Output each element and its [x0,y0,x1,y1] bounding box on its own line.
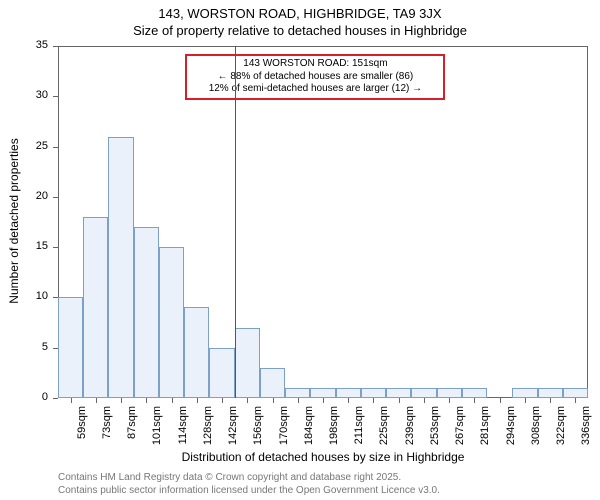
histogram-bar [462,388,487,398]
y-tick-label: 15 [0,240,48,252]
histogram-bar [310,388,335,398]
histogram-bar [336,388,361,398]
x-tick-mark [525,398,526,403]
annotation-line-2: ← 88% of detached houses are smaller (86… [191,71,439,84]
histogram-bar [285,388,310,398]
y-tick-label: 25 [0,140,48,152]
x-tick-mark [449,398,450,403]
x-tick-mark [146,398,147,403]
histogram-bar [184,307,209,398]
x-tick-mark [424,398,425,403]
x-tick-mark [298,398,299,403]
chart-container: 143, WORSTON ROAD, HIGHBRIDGE, TA9 3JX S… [0,0,600,500]
x-tick-mark [474,398,475,403]
x-tick-label: 211sqm [353,406,365,456]
histogram-bar [108,137,133,398]
x-tick-mark [399,398,400,403]
x-tick-label: 322sqm [555,406,567,456]
histogram-bar [134,227,159,398]
x-tick-mark [373,398,374,403]
x-tick-label: 225sqm [378,406,390,456]
x-tick-label: 281sqm [479,406,491,456]
histogram-bar [83,217,108,398]
x-tick-mark [121,398,122,403]
y-tick-label: 0 [0,391,48,403]
y-tick-label: 30 [0,89,48,101]
histogram-bar [235,328,260,398]
histogram-bar [512,388,537,398]
x-tick-mark [348,398,349,403]
y-tick-label: 20 [0,190,48,202]
x-tick-label: 87sqm [126,406,138,456]
y-tick-mark [53,96,58,97]
x-tick-mark [71,398,72,403]
y-tick-label: 10 [0,290,48,302]
x-tick-label: 253sqm [429,406,441,456]
x-tick-mark [575,398,576,403]
histogram-bar [386,388,411,398]
y-tick-mark [53,197,58,198]
y-tick-mark [53,46,58,47]
x-tick-label: 114sqm [177,406,189,456]
x-tick-mark [500,398,501,403]
x-tick-label: 239sqm [404,406,416,456]
y-tick-label: 5 [0,341,48,353]
histogram-bar [437,388,462,398]
histogram-bar [260,368,285,398]
y-tick-label: 35 [0,39,48,51]
x-tick-mark [247,398,248,403]
annotation-line-1: 143 WORSTON ROAD: 151sqm [191,58,439,71]
histogram-bar [159,247,184,398]
x-tick-mark [273,398,274,403]
x-tick-label: 308sqm [530,406,542,456]
histogram-bar [563,388,588,398]
x-tick-label: 198sqm [328,406,340,456]
title-line-2: Size of property relative to detached ho… [0,21,600,38]
x-tick-mark [197,398,198,403]
x-tick-label: 128sqm [202,406,214,456]
attribution-line-1: Contains HM Land Registry data © Crown c… [58,472,440,485]
x-tick-mark [323,398,324,403]
x-tick-label: 184sqm [303,406,315,456]
x-tick-label: 59sqm [76,406,88,456]
attribution-text: Contains HM Land Registry data © Crown c… [58,472,440,497]
y-tick-mark [53,147,58,148]
x-tick-label: 156sqm [252,406,264,456]
y-tick-mark [53,398,58,399]
annotation-line-3: 12% of semi-detached houses are larger (… [191,83,439,96]
x-tick-label: 170sqm [278,406,290,456]
x-tick-mark [96,398,97,403]
x-tick-label: 294sqm [505,406,517,456]
x-tick-mark [172,398,173,403]
y-tick-mark [53,247,58,248]
x-tick-mark [222,398,223,403]
annotation-box: 143 WORSTON ROAD: 151sqm ← 88% of detach… [185,54,445,100]
x-tick-label: 336sqm [580,406,592,456]
histogram-bar [361,388,386,398]
x-tick-label: 267sqm [454,406,466,456]
histogram-bar [58,297,83,398]
x-tick-mark [550,398,551,403]
x-tick-label: 101sqm [151,406,163,456]
attribution-line-2: Contains public sector information licen… [58,485,440,498]
marker-line [235,46,236,398]
title-line-1: 143, WORSTON ROAD, HIGHBRIDGE, TA9 3JX [0,0,600,21]
histogram-bar [411,388,436,398]
histogram-bar [209,348,234,398]
histogram-bar [538,388,563,398]
x-tick-label: 142sqm [227,406,239,456]
x-tick-label: 73sqm [101,406,113,456]
